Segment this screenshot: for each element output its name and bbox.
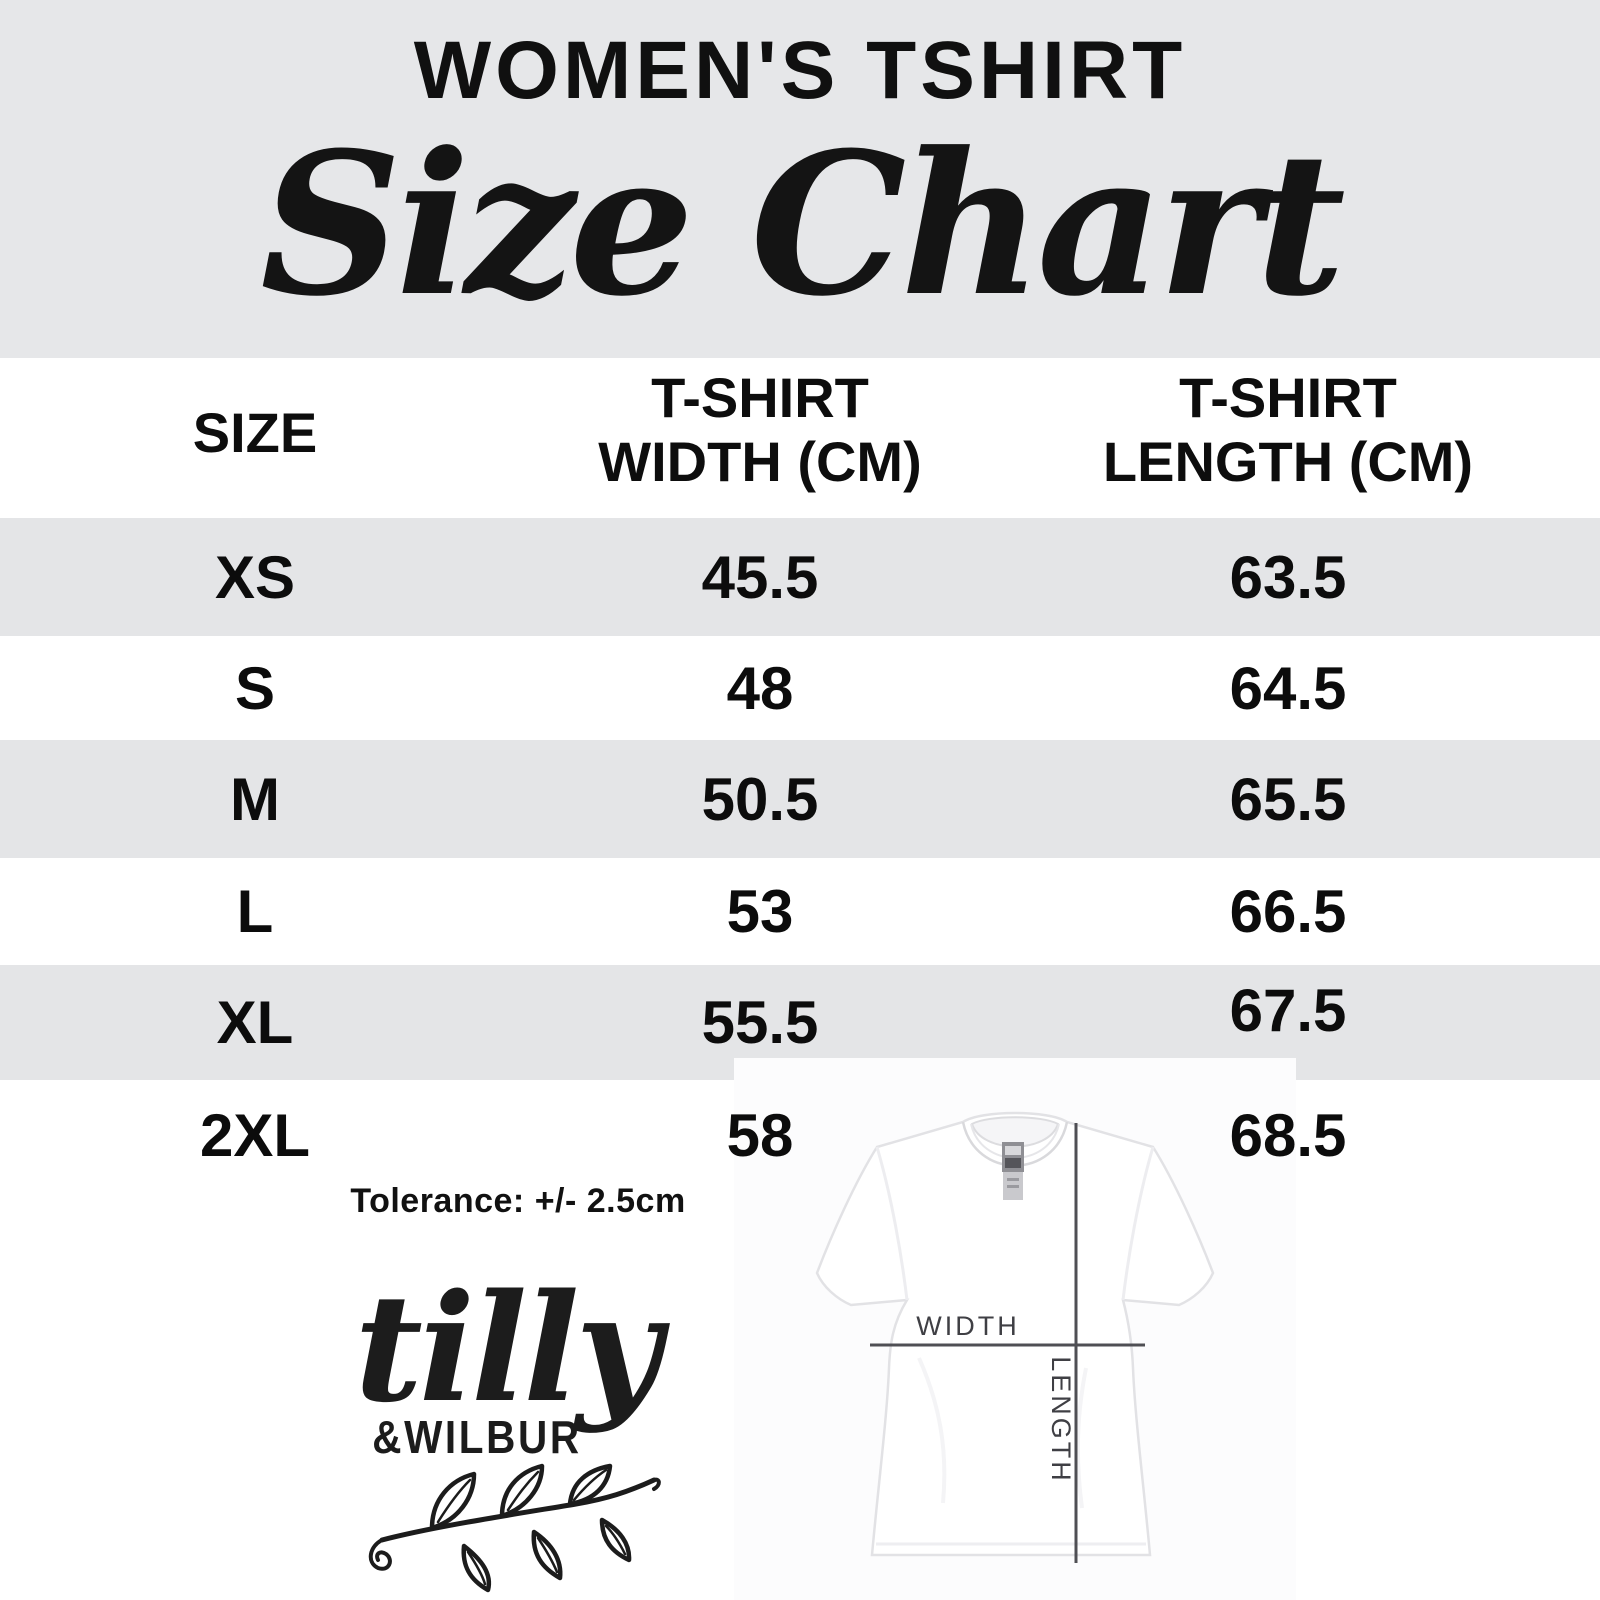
table-row-xl: XL 55.5 67.5 xyxy=(0,965,1600,1080)
length-cell: 66.5 xyxy=(1229,878,1347,945)
laurel-branch-icon xyxy=(368,1463,661,1593)
width-cell: 53 xyxy=(726,878,794,945)
tshirt-graphic: WIDTH LENGTH xyxy=(815,1111,1215,1563)
column-header-width: T-SHIRT WIDTH (CM) xyxy=(510,366,1010,494)
length-cell: 64.5 xyxy=(1229,654,1347,722)
size-cell: XL xyxy=(216,989,294,1056)
table-row-2xl: 2XL 58 68.5 xyxy=(0,1080,1600,1190)
tshirt-outline xyxy=(815,1111,1215,1557)
width-cell: 55.5 xyxy=(701,989,819,1056)
table-header: SIZE T-SHIRT WIDTH (CM) T-SHIRT LENGTH (… xyxy=(0,358,1600,518)
neck-tag xyxy=(1002,1142,1024,1200)
length-cell: 63.5 xyxy=(1229,543,1347,611)
table-row-s: S 48 64.5 xyxy=(0,636,1600,740)
width-cell: 45.5 xyxy=(701,543,819,611)
size-cell: XS xyxy=(214,543,296,611)
left-armhole-seam xyxy=(875,1146,909,1301)
length-cell: 68.5 xyxy=(1229,1101,1347,1169)
length-cell: 67.5 xyxy=(1030,965,1546,1080)
column-header-width-line2: WIDTH (CM) xyxy=(598,430,922,493)
table-row-m: M 50.5 65.5 xyxy=(0,740,1600,858)
header-band: WOMEN'S TSHIRT Size Chart xyxy=(0,0,1600,358)
column-header-width-line1: T-SHIRT xyxy=(651,366,869,429)
tshirt-photo: WIDTH LENGTH xyxy=(734,1058,1296,1600)
column-header-length-line1: T-SHIRT xyxy=(1179,366,1397,429)
column-header-size: SIZE xyxy=(192,401,318,464)
width-cell: 50.5 xyxy=(701,765,819,833)
table-row-xs: XS 45.5 63.5 xyxy=(0,518,1600,636)
wrinkle xyxy=(1075,1367,1088,1509)
brand-logo-wilbur: &WILBUR xyxy=(372,1411,582,1463)
page-title-script: Size Chart xyxy=(260,110,1346,340)
right-armhole-seam xyxy=(1121,1146,1155,1301)
column-header-length: T-SHIRT LENGTH (CM) xyxy=(1030,366,1546,494)
length-cell: 65.5 xyxy=(1229,765,1347,833)
column-header-length-line2: LENGTH (CM) xyxy=(1102,430,1474,493)
size-cell: 2XL xyxy=(199,1101,311,1169)
width-label: WIDTH xyxy=(916,1311,1019,1341)
width-cell: 48 xyxy=(726,654,794,722)
wrinkle xyxy=(917,1357,947,1504)
width-cell: 58 xyxy=(726,1101,794,1169)
table-row-l: L 53 66.5 xyxy=(0,858,1600,965)
page-title-kicker: WOMEN'S TSHIRT xyxy=(413,25,1187,116)
size-cell: L xyxy=(236,878,274,945)
brand-logo-tilly: tilly xyxy=(354,1261,661,1435)
size-cell: S xyxy=(234,654,276,722)
tolerance-note: Tolerance: +/- 2.5cm xyxy=(350,1182,686,1220)
length-value: 67.5 xyxy=(1229,977,1347,1044)
size-cell: M xyxy=(230,765,280,833)
length-label: LENGTH xyxy=(1046,1356,1076,1484)
